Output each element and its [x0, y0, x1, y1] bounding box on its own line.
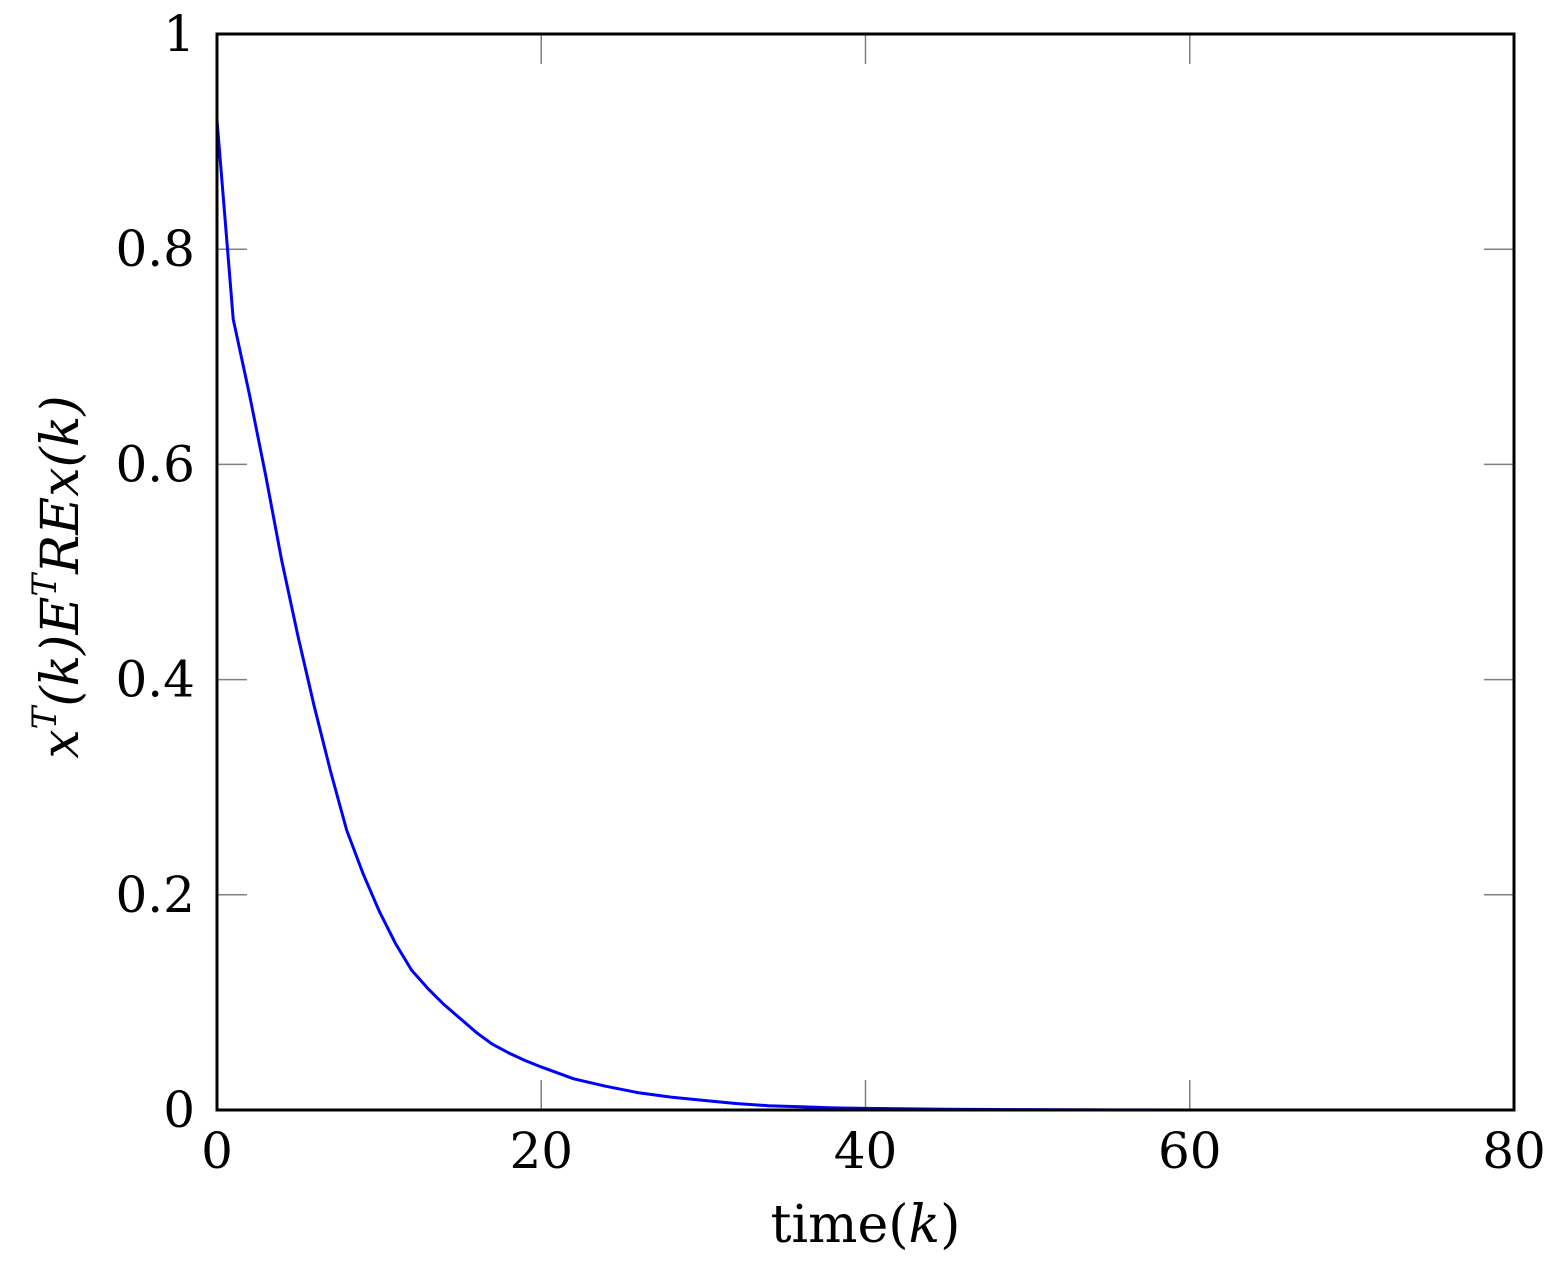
x-tick-label: 80	[1482, 1122, 1546, 1180]
x-tick-label: 20	[509, 1122, 573, 1180]
y-axis-label-x: x	[31, 729, 91, 758]
x-tick-label: 0	[201, 1122, 233, 1180]
y-tick-label: 0.2	[115, 866, 195, 924]
y-axis-label-k2: (k)	[31, 395, 91, 467]
tick-labels-layer: 0 20 40 60 80 0 0.2 0.4 0.6 0.8 1	[115, 5, 1545, 1180]
y-axis-label-x2: x	[31, 467, 91, 496]
y-tick-label: 1	[163, 5, 195, 63]
y-tick-label: 0.8	[115, 220, 195, 278]
x-tick-label: 40	[834, 1122, 898, 1180]
y-axis-label-re: RE	[31, 497, 91, 575]
x-tick-label: 60	[1158, 1122, 1222, 1180]
ticks-layer	[217, 34, 1514, 1110]
x-axis-label-suffix: )	[940, 1195, 960, 1255]
y-tick-label: 0	[163, 1081, 195, 1139]
y-axis-label-sup-t2: T	[25, 572, 65, 597]
x-axis-label: time(k)	[771, 1195, 961, 1255]
plot-frame	[215, 32, 1516, 1112]
y-axis-label-e: E	[31, 597, 91, 636]
y-axis-label: xT(k)ETREx(k)	[25, 395, 91, 758]
y-tick-label: 0.6	[115, 435, 195, 493]
x-axis-label-var: k	[909, 1195, 941, 1255]
series-layer	[215, 119, 1514, 1112]
x-axis-label-prefix: time(	[771, 1195, 909, 1255]
y-tick-label: 0.4	[115, 651, 195, 709]
y-axis-label-k1: (k)	[31, 635, 91, 707]
y-axis-label-sup-t1: T	[25, 704, 65, 729]
series-line-0	[215, 119, 1514, 1112]
